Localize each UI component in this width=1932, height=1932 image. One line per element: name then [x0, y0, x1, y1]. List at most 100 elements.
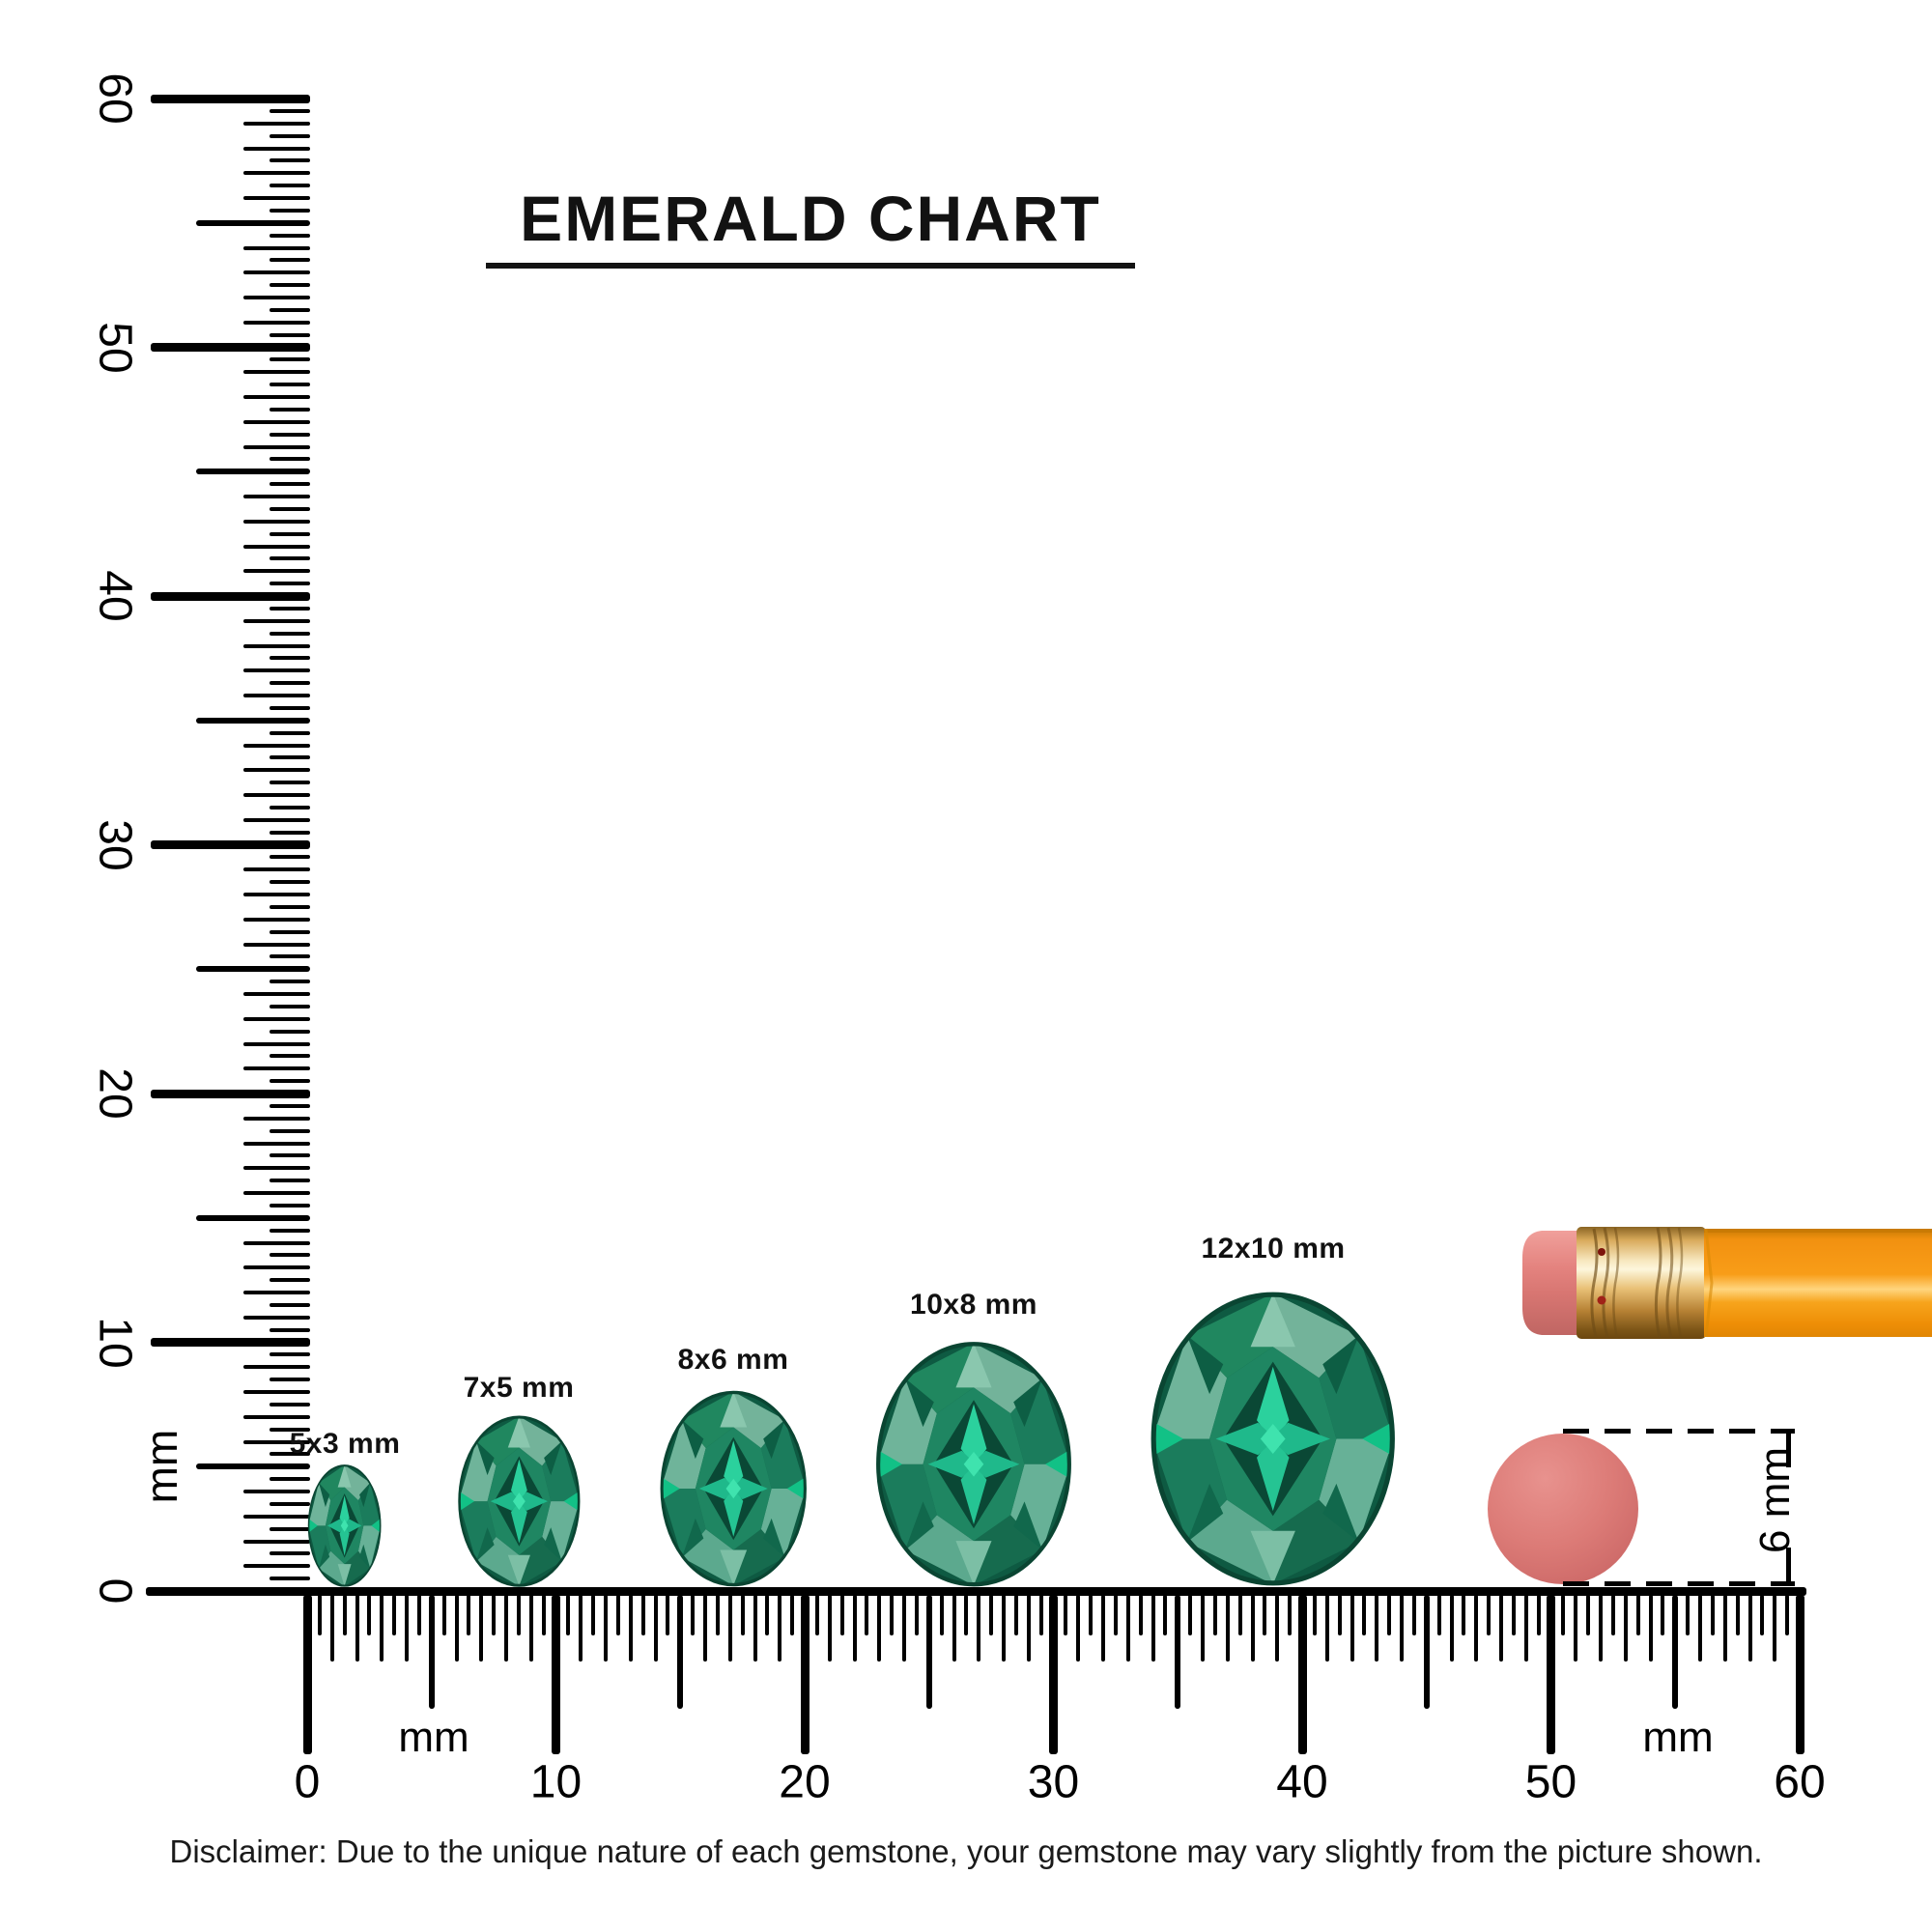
ruler-tick — [196, 717, 310, 724]
ruler-tick — [270, 631, 310, 636]
horizontal-ruler-unit-left: mm — [398, 1714, 469, 1761]
ruler-tick — [778, 1595, 782, 1662]
ruler-tick — [270, 904, 310, 909]
ruler-tick — [270, 1327, 310, 1332]
ruler-tick — [243, 419, 310, 424]
ruler-tick — [1225, 1595, 1230, 1662]
ruler-tick — [1212, 1595, 1217, 1635]
ruler-tick — [839, 1595, 844, 1635]
ruler-tick — [1151, 1595, 1155, 1662]
ruler-tick — [1089, 1595, 1094, 1635]
ruler-tick — [1250, 1595, 1255, 1662]
ruler-tick — [441, 1595, 446, 1635]
ruler-tick — [243, 694, 310, 697]
ruler-tick — [454, 1595, 459, 1662]
gem-size-label: 10x8 mm — [910, 1288, 1037, 1321]
ruler-tick — [827, 1595, 832, 1662]
ruler-tick — [1400, 1595, 1404, 1662]
ruler-tick — [270, 1352, 310, 1357]
ruler-tick — [243, 146, 310, 151]
disclaimer-text: Disclaimer: Due to the unique nature of … — [169, 1833, 1763, 1869]
ruler-tick — [270, 1029, 310, 1034]
ruler-tick — [270, 1551, 310, 1556]
ruler-tick — [243, 643, 310, 648]
ruler-tick — [392, 1595, 397, 1635]
vertical-ruler-number: 50 — [89, 321, 141, 374]
ruler-tick — [270, 357, 310, 362]
ruler-tick — [270, 1004, 310, 1009]
ruler-tick — [914, 1595, 919, 1635]
ruler-tick — [270, 1427, 310, 1432]
ruler-tick — [270, 184, 310, 188]
ruler-tick — [270, 383, 310, 387]
ruler-tick — [243, 196, 310, 200]
ruler-tick — [243, 1291, 310, 1294]
ruler-tick — [270, 656, 310, 661]
ruler-tick — [1076, 1595, 1081, 1662]
ruler-tick — [653, 1595, 658, 1662]
ruler-tick — [1013, 1595, 1018, 1635]
ruler-tick — [604, 1595, 608, 1662]
ruler-tick — [765, 1595, 770, 1635]
ruler-tick — [270, 1501, 310, 1506]
ruler-tick — [865, 1595, 869, 1635]
ruler-tick — [270, 307, 310, 312]
ruler-tick — [270, 1079, 310, 1084]
ruler-tick — [151, 343, 310, 352]
ruler-tick — [902, 1595, 906, 1662]
ruler-tick — [1672, 1595, 1679, 1709]
ruler-tick — [615, 1595, 620, 1635]
ruler-tick — [1487, 1595, 1492, 1635]
ruler-tick — [243, 495, 310, 498]
ruler-tick — [196, 1214, 310, 1221]
ruler-tick — [925, 1595, 932, 1709]
ruler-tick — [1574, 1595, 1578, 1662]
ruler-tick — [317, 1595, 322, 1635]
ruler-tick — [243, 245, 310, 250]
ruler-tick — [1462, 1595, 1466, 1635]
gem-size-label: 5x3 mm — [289, 1427, 401, 1460]
vertical-ruler-number: 10 — [89, 1316, 141, 1369]
ruler-baseline — [146, 1586, 1806, 1596]
horizontal-ruler-number: 10 — [529, 1756, 582, 1808]
ruler-tick — [1474, 1595, 1479, 1662]
ruler-tick — [1101, 1595, 1105, 1662]
horizontal-ruler-number: 40 — [1276, 1756, 1328, 1808]
ruler-tick — [1760, 1595, 1765, 1635]
ruler-tick — [243, 1390, 310, 1394]
ruler-tick — [877, 1595, 882, 1662]
ruler-tick — [270, 332, 310, 337]
ruler-tick — [243, 171, 310, 176]
ruler-tick — [1002, 1595, 1006, 1662]
emerald-gem-8x6mm — [659, 1389, 808, 1588]
ruler-tick — [1735, 1595, 1740, 1635]
ruler-tick — [591, 1595, 596, 1635]
ruler-tick — [270, 407, 310, 412]
ruler-tick — [270, 1402, 310, 1406]
ruler-tick — [151, 1089, 310, 1098]
ruler-tick — [243, 942, 310, 947]
ruler-tick — [243, 1365, 310, 1370]
ruler-tick — [1263, 1595, 1267, 1635]
ruler-tick — [1275, 1595, 1280, 1662]
ruler-tick — [1138, 1595, 1143, 1635]
vertical-ruler-number: 20 — [89, 1067, 141, 1120]
horizontal-ruler-number: 60 — [1774, 1756, 1826, 1808]
ruler-tick — [1599, 1595, 1603, 1662]
ruler-tick — [270, 482, 310, 487]
ruler-tick — [243, 1265, 310, 1270]
ruler-tick — [270, 954, 310, 959]
ruler-tick — [727, 1595, 732, 1662]
ruler-tick — [243, 1490, 310, 1493]
ruler-tick — [380, 1595, 384, 1662]
ruler-tick — [405, 1595, 409, 1662]
ruler-tick — [1747, 1595, 1752, 1662]
measure-dash-right-top — [1786, 1433, 1791, 1467]
ruler-tick — [640, 1595, 645, 1635]
ruler-tick — [243, 793, 310, 797]
ruler-tick — [1586, 1595, 1591, 1635]
ruler-tick — [270, 556, 310, 561]
ruler-tick — [270, 980, 310, 984]
ruler-tick — [243, 743, 310, 748]
